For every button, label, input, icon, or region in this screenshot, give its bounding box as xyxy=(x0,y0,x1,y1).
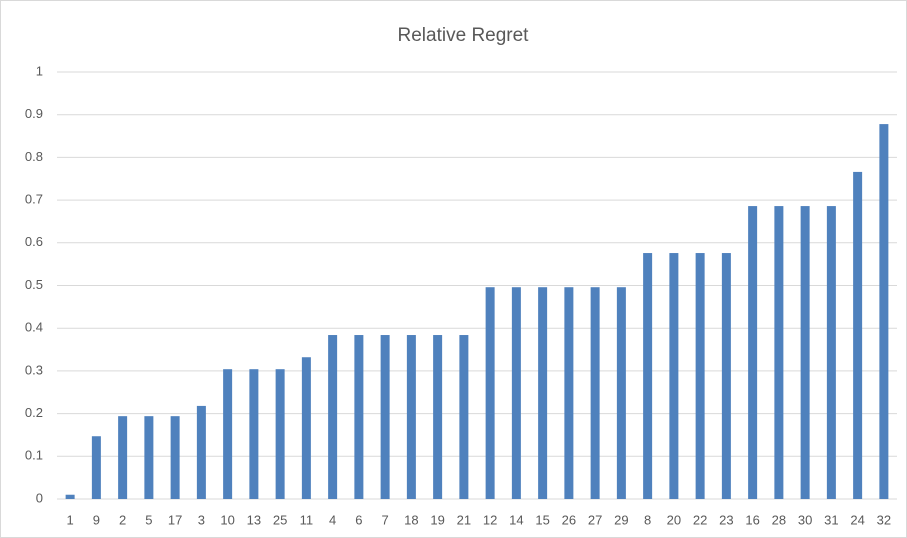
bar xyxy=(879,124,889,500)
y-tick-label: 0.9 xyxy=(25,106,43,121)
chart-title: Relative Regret xyxy=(398,25,530,46)
y-tick-label: 0.6 xyxy=(25,234,43,249)
bar xyxy=(249,369,259,499)
bar xyxy=(459,335,469,499)
bar xyxy=(590,287,600,499)
bar xyxy=(643,253,653,499)
x-tick-label: 11 xyxy=(300,512,314,527)
x-tick-label: 1 xyxy=(67,512,74,527)
x-tick-label: 29 xyxy=(614,512,628,527)
bar xyxy=(144,416,154,499)
bar xyxy=(406,335,416,499)
y-tick-label: 0.2 xyxy=(25,405,43,420)
x-tick-label: 15 xyxy=(535,512,549,527)
x-tick-label: 3 xyxy=(198,512,205,527)
x-tick-label: 25 xyxy=(273,512,287,527)
x-tick-label: 5 xyxy=(145,512,152,527)
y-tick-label: 0.1 xyxy=(25,448,43,463)
bar xyxy=(91,436,101,499)
x-tick-label: 9 xyxy=(93,512,100,527)
bar xyxy=(275,369,285,499)
x-tick-label: 32 xyxy=(877,512,891,527)
bar xyxy=(800,206,810,499)
x-tick-label: 14 xyxy=(509,512,523,527)
x-tick-label: 12 xyxy=(483,512,497,527)
bar xyxy=(538,287,548,499)
x-tick-label: 4 xyxy=(329,512,336,527)
bar xyxy=(511,287,521,499)
x-tick-label: 21 xyxy=(457,512,471,527)
bar xyxy=(485,287,495,499)
bar xyxy=(196,405,206,499)
x-tick-label: 30 xyxy=(798,512,812,527)
bar xyxy=(695,253,705,499)
bar xyxy=(564,287,574,499)
bar xyxy=(328,335,338,499)
x-tick-label: 24 xyxy=(850,512,864,527)
x-tick-label: 8 xyxy=(644,512,651,527)
bar xyxy=(433,335,443,499)
y-tick-label: 0.3 xyxy=(25,362,43,377)
x-tick-label: 2 xyxy=(119,512,126,527)
x-tick-label: 20 xyxy=(667,512,681,527)
x-tick-label: 26 xyxy=(562,512,576,527)
bar xyxy=(354,335,364,499)
bar xyxy=(616,287,626,499)
x-tick-label: 22 xyxy=(693,512,707,527)
y-tick-label: 0.4 xyxy=(25,320,43,335)
bar xyxy=(301,357,311,499)
y-tick-label: 0 xyxy=(36,490,43,505)
bar xyxy=(826,206,836,499)
x-tick-label: 27 xyxy=(588,512,602,527)
x-tick-label: 6 xyxy=(355,512,362,527)
bar xyxy=(380,335,390,499)
bar xyxy=(853,171,863,499)
x-tick-label: 18 xyxy=(404,512,418,527)
bar xyxy=(170,416,180,499)
y-tick-label: 1 xyxy=(36,63,43,78)
x-tick-label: 16 xyxy=(745,512,759,527)
x-tick-label: 10 xyxy=(220,512,234,527)
bar xyxy=(774,206,784,499)
x-tick-label: 31 xyxy=(824,512,838,527)
x-tick-label: 23 xyxy=(719,512,733,527)
x-tick-label: 19 xyxy=(430,512,444,527)
y-tick-label: 0.7 xyxy=(25,192,43,207)
bar xyxy=(669,253,679,499)
y-tick-label: 0.8 xyxy=(25,149,43,164)
bar xyxy=(65,494,75,499)
bar xyxy=(748,206,758,499)
x-tick-label: 7 xyxy=(382,512,389,527)
x-tick-label: 17 xyxy=(168,512,182,527)
bar xyxy=(223,369,233,499)
x-tick-label: 13 xyxy=(247,512,261,527)
bar xyxy=(118,416,128,499)
bar xyxy=(721,253,731,499)
x-tick-label: 28 xyxy=(772,512,786,527)
y-tick-label: 0.5 xyxy=(25,277,43,292)
